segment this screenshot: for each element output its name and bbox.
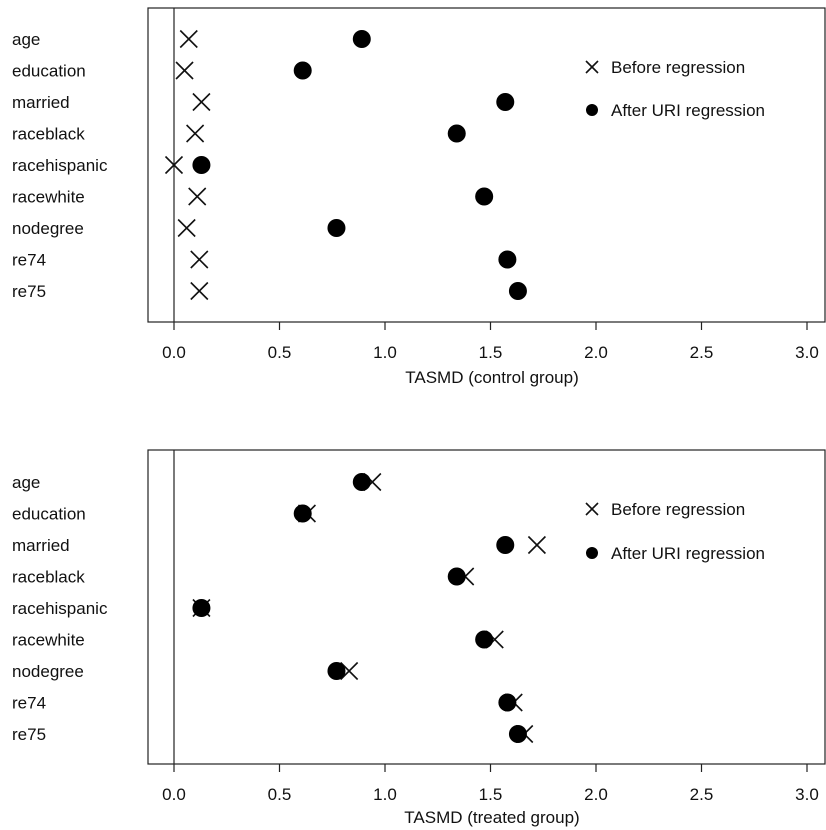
after-regression-point-racehispanic xyxy=(192,599,211,617)
x-tick-label: 1.5 xyxy=(479,343,503,362)
before-regression-point-married xyxy=(527,535,546,555)
after-regression-point-age xyxy=(352,473,371,491)
category-label-racehispanic: racehispanic xyxy=(12,156,108,175)
before-regression-point-age xyxy=(179,29,198,49)
plot-frame xyxy=(147,7,826,323)
legend-cross-icon xyxy=(585,502,599,516)
after-regression-point-raceblack xyxy=(447,124,466,143)
x-tick-label: 2.0 xyxy=(584,343,608,362)
category-label-re74: re74 xyxy=(12,694,46,713)
category-label-nodegree: nodegree xyxy=(12,219,84,238)
after-regression-point-nodegree xyxy=(327,219,346,237)
before-regression-point-raceblack xyxy=(186,124,205,143)
after-regression-point-education xyxy=(293,504,312,523)
category-label-age: age xyxy=(12,473,40,492)
before-regression-point-racewhite xyxy=(188,187,207,206)
after-regression-point-racewhite xyxy=(475,630,494,649)
category-label-raceblack: raceblack xyxy=(12,568,85,587)
legend-entry: After URI regression xyxy=(611,544,765,563)
legend-entry: After URI regression xyxy=(611,101,765,120)
category-label-racewhite: racewhite xyxy=(12,188,85,207)
x-axis-label: TASMD (treated group) xyxy=(404,808,579,827)
x-tick-label: 1.5 xyxy=(479,785,503,804)
after-regression-point-re75 xyxy=(508,282,527,300)
after-regression-point-raceblack xyxy=(447,567,466,586)
x-tick-label: 1.0 xyxy=(373,785,397,804)
x-tick-label: 0.0 xyxy=(162,343,186,362)
after-regression-point-married xyxy=(496,93,515,111)
after-regression-point-education xyxy=(293,61,312,80)
category-label-raceblack: raceblack xyxy=(12,125,85,144)
legend-dot-icon xyxy=(586,547,598,559)
before-regression-point-education xyxy=(175,61,194,80)
category-label-married: married xyxy=(12,536,70,555)
category-label-married: married xyxy=(12,93,70,112)
x-tick-label: 3.0 xyxy=(795,785,819,804)
legend-cross-icon xyxy=(585,60,599,74)
x-tick-label: 2.5 xyxy=(690,343,714,362)
panel-2: 0.0 0.5 1.0 1.5 2.0 2.5 3.0 TASMD (treated grou… xyxy=(12,449,826,827)
category-label-education: education xyxy=(12,62,86,81)
before-regression-point-re75 xyxy=(190,281,209,301)
panel-1: 0.0 0.5 1.0 1.5 2.0 2.5 3.0 TASMD (control grou… xyxy=(12,7,826,387)
x-tick-label: 0.0 xyxy=(162,785,186,804)
before-regression-point-re74 xyxy=(190,250,209,269)
after-regression-point-nodegree xyxy=(327,662,346,680)
category-label-re75: re75 xyxy=(12,725,46,744)
after-regression-point-age xyxy=(352,30,371,48)
x-tick-label: 0.5 xyxy=(268,343,292,362)
before-regression-point-nodegree xyxy=(340,661,359,681)
legend: Before regression After URI regression xyxy=(585,500,765,563)
category-label-racewhite: racewhite xyxy=(12,631,85,650)
after-regression-point-racehispanic xyxy=(192,156,211,174)
before-regression-point-nodegree xyxy=(177,218,196,238)
x-tick-label: 0.5 xyxy=(268,785,292,804)
x-tick-label: 1.0 xyxy=(373,343,397,362)
x-tick-label: 2.0 xyxy=(584,785,608,804)
category-label-re75: re75 xyxy=(12,282,46,301)
after-regression-point-racewhite xyxy=(475,187,494,206)
category-label-education: education xyxy=(12,505,86,524)
before-regression-point-married xyxy=(192,92,211,112)
legend-entry: Before regression xyxy=(611,500,745,519)
before-regression-point-racehispanic xyxy=(164,155,184,175)
category-label-racehispanic: racehispanic xyxy=(12,599,108,618)
x-tick-label: 2.5 xyxy=(690,785,714,804)
after-regression-point-re74 xyxy=(498,250,517,269)
legend-entry: Before regression xyxy=(611,58,745,77)
plot-frame xyxy=(147,449,826,765)
category-label-age: age xyxy=(12,30,40,49)
category-label-nodegree: nodegree xyxy=(12,662,84,681)
after-regression-point-married xyxy=(496,536,515,554)
legend-dot-icon xyxy=(586,104,598,116)
legend: Before regression After URI regression xyxy=(585,58,765,120)
x-tick-label: 3.0 xyxy=(795,343,819,362)
after-regression-point-re75 xyxy=(508,725,527,743)
category-label-re74: re74 xyxy=(12,251,46,270)
x-axis-label: TASMD (control group) xyxy=(405,368,579,387)
after-regression-point-re74 xyxy=(498,693,517,712)
